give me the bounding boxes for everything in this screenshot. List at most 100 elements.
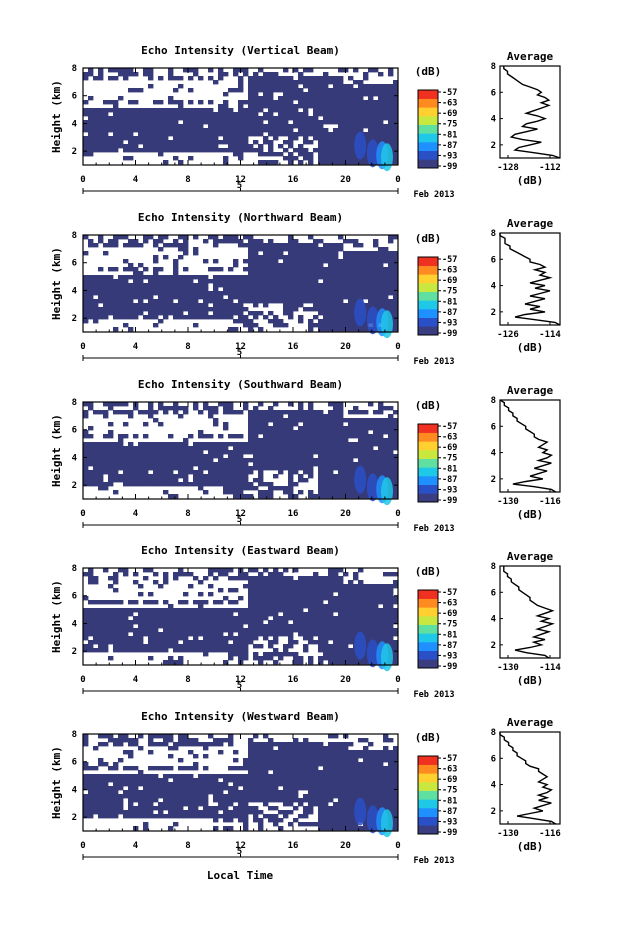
- echo-cell: [213, 450, 219, 455]
- echo-cell: [138, 112, 144, 117]
- echo-cell: [103, 251, 109, 256]
- echo-cell: [298, 124, 304, 129]
- echo-cell: [383, 96, 389, 101]
- echo-cell: [388, 303, 394, 308]
- echo-cell: [143, 478, 149, 483]
- echo-cell: [248, 600, 254, 605]
- echo-cell: [333, 584, 339, 589]
- echo-cell: [133, 108, 139, 113]
- echo-cell: [308, 255, 314, 260]
- echo-cell: [393, 136, 399, 141]
- echo-cell: [153, 612, 159, 617]
- echo-cell: [338, 470, 344, 475]
- echo-cell: [273, 287, 279, 292]
- echo-cell: [183, 600, 189, 605]
- echo-cell: [348, 84, 354, 89]
- echo-cell: [113, 450, 119, 455]
- echo-cell: [183, 640, 189, 645]
- echo-cell: [288, 434, 294, 439]
- colorbar-segment: [418, 283, 438, 292]
- echo-cell: [138, 734, 144, 739]
- echo-cell: [93, 482, 99, 487]
- echo-cell: [253, 580, 259, 585]
- echo-cell: [288, 438, 294, 443]
- echo-cell: [183, 148, 189, 153]
- echo-cell: [183, 112, 189, 117]
- echo-cell: [308, 100, 314, 105]
- echo-cell: [393, 494, 399, 499]
- echo-cell: [328, 319, 334, 324]
- echo-cell: [213, 628, 219, 633]
- echo-cell: [288, 426, 294, 431]
- echo-cell: [348, 136, 354, 141]
- echo-cell: [188, 287, 194, 292]
- echo-cell: [328, 652, 334, 657]
- echo-cell: [263, 632, 269, 637]
- echo-cell: [278, 758, 284, 763]
- echo-cell: [193, 307, 199, 312]
- echo-cell: [93, 766, 99, 771]
- echo-cell: [183, 478, 189, 483]
- echo-cell: [283, 148, 289, 153]
- echo-cell: [148, 68, 154, 73]
- echo-cell: [138, 124, 144, 129]
- echo-cell: [153, 648, 159, 653]
- echo-cell: [303, 446, 309, 451]
- echo-cell: [303, 466, 309, 471]
- echo-cell: [273, 76, 279, 81]
- echo-cell: [328, 486, 334, 491]
- echo-cell: [143, 295, 149, 300]
- echo-cell: [273, 766, 279, 771]
- echo-cell: [218, 112, 224, 117]
- echo-cell: [298, 660, 304, 665]
- echo-cell: [133, 434, 139, 439]
- echo-cell: [363, 323, 369, 328]
- echo-cell: [328, 295, 334, 300]
- echo-cell: [258, 604, 264, 609]
- echo-cell: [313, 632, 319, 637]
- echo-cell: [358, 255, 364, 260]
- echo-cell: [388, 291, 394, 296]
- echo-cell: [368, 446, 374, 451]
- echo-cell: [368, 418, 374, 423]
- colorbar-segment: [418, 326, 438, 336]
- echo-cell: [328, 152, 334, 157]
- echo-cell: [343, 434, 349, 439]
- colorbar-segment: [418, 616, 438, 625]
- echo-cell: [168, 116, 174, 121]
- echo-cell: [228, 648, 234, 653]
- echo-cell: [93, 116, 99, 121]
- echo-cell: [118, 758, 124, 763]
- echo-cell: [288, 283, 294, 288]
- echo-cell: [218, 620, 224, 625]
- echo-cell: [233, 291, 239, 296]
- echo-cell: [188, 584, 194, 589]
- echo-cell: [288, 458, 294, 463]
- echo-cell: [178, 128, 184, 133]
- echo-cell: [383, 446, 389, 451]
- echo-cell: [358, 295, 364, 300]
- echo-cell: [223, 116, 229, 121]
- panel-title: Echo Intensity (Eastward Beam): [141, 544, 340, 557]
- echo-cell: [88, 295, 94, 300]
- echo-cell: [153, 132, 159, 137]
- echo-cell: [83, 287, 89, 292]
- echo-cell: [263, 255, 269, 260]
- echo-cell: [118, 295, 124, 300]
- echo-cell: [198, 580, 204, 585]
- echo-cell: [353, 259, 359, 264]
- echo-cell: [393, 612, 399, 617]
- echo-cell: [208, 442, 214, 447]
- echo-cell: [333, 616, 339, 621]
- echo-cell: [203, 454, 209, 459]
- echo-cell: [333, 144, 339, 149]
- echo-cell: [163, 315, 169, 320]
- echo-cell: [308, 76, 314, 81]
- echo-cell: [143, 235, 149, 240]
- echo-cell: [193, 291, 199, 296]
- echo-cell: [388, 474, 394, 479]
- echo-cell: [128, 644, 134, 649]
- echo-cell: [393, 112, 399, 117]
- echo-cell: [373, 279, 379, 284]
- echo-cell: [98, 140, 104, 145]
